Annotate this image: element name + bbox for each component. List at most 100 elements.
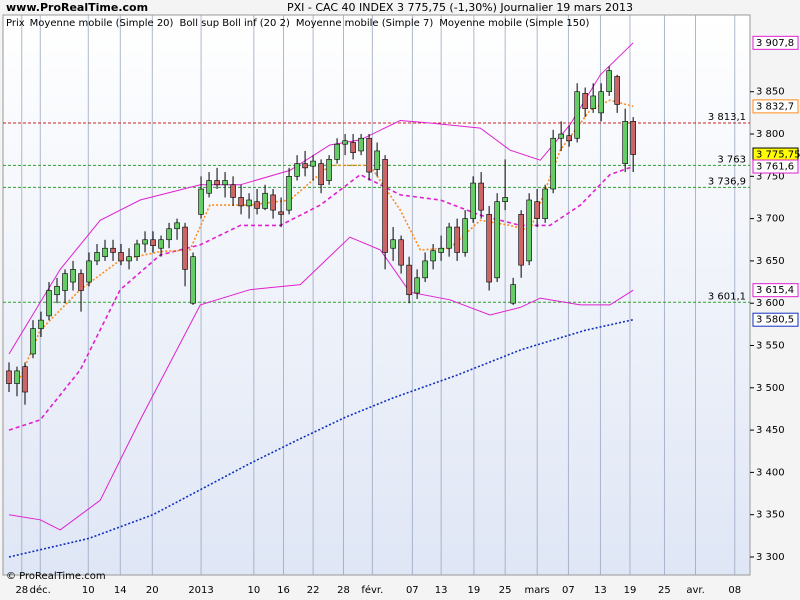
candle-body xyxy=(406,264,412,296)
axis-marker xyxy=(752,283,799,298)
candle-body xyxy=(142,239,148,245)
candle-body xyxy=(262,192,268,209)
candle-body xyxy=(350,142,356,153)
legend-entry: Prix xyxy=(6,18,25,29)
candle-body xyxy=(54,285,60,296)
x-tick-label: 20 xyxy=(146,585,159,596)
x-tick-label: 22 xyxy=(307,585,320,596)
y-tick-label: 3 800 xyxy=(756,129,785,140)
candle-body xyxy=(278,211,284,215)
x-tick-label: 19 xyxy=(624,585,637,596)
reference-label: 3 736,9 xyxy=(708,176,746,187)
candle-body xyxy=(430,250,436,262)
x-tick-label: 08 xyxy=(728,585,741,596)
candle-body xyxy=(542,188,548,219)
candle-body xyxy=(286,176,292,211)
candle-body xyxy=(510,284,516,304)
candle-body xyxy=(334,143,340,160)
axis-marker-label: 3 907,8 xyxy=(756,38,794,49)
candle-body xyxy=(78,273,84,291)
reference-label: 3 763 xyxy=(717,154,746,165)
plot-area xyxy=(2,14,751,576)
x-tick-label: 14 xyxy=(114,585,127,596)
x-tick-label: 28 xyxy=(337,585,350,596)
copyright: © ProRealTime.com xyxy=(6,571,106,582)
x-tick-label: mars xyxy=(525,585,550,596)
candle-body xyxy=(198,188,204,215)
candle-body xyxy=(182,226,188,270)
candle-body xyxy=(398,239,404,266)
x-tick-label: 07 xyxy=(562,585,575,596)
candle-body xyxy=(134,243,140,257)
candle-body xyxy=(38,319,44,329)
candle-body xyxy=(22,366,28,393)
candle-body xyxy=(190,256,196,304)
reference-label: 3 601,1 xyxy=(708,291,746,302)
indicator-line xyxy=(8,236,634,531)
candle-body xyxy=(534,201,540,219)
x-tick-label: 25 xyxy=(499,585,512,596)
candle-body xyxy=(294,163,300,177)
candle-body xyxy=(318,163,324,186)
candle-body xyxy=(630,121,636,155)
candle-body xyxy=(470,182,476,219)
candle-body xyxy=(222,180,228,186)
candle-body xyxy=(310,160,316,167)
legend-entry: Moyenne mobile (Simple 20) xyxy=(30,18,174,29)
candle-body xyxy=(326,159,332,181)
candle-body xyxy=(166,228,172,241)
site: www.ProRealTime.com xyxy=(6,1,148,14)
candle-body xyxy=(110,247,116,253)
axis-marker-label: 3 761,6 xyxy=(756,162,794,173)
indicator-line xyxy=(8,165,634,431)
candle-body xyxy=(422,260,428,279)
y-tick-label: 3 750 xyxy=(756,171,785,182)
legend-entry: Boll sup Boll inf (20 2) xyxy=(179,18,289,29)
candle-body xyxy=(6,370,12,384)
x-tick-label: 10 xyxy=(247,585,260,596)
candle-body xyxy=(590,95,596,109)
chart-title: PXI - CAC 40 INDEX 3 775,75 (-1,30%) Jou… xyxy=(287,1,633,14)
candle-body xyxy=(126,256,132,262)
candle-body xyxy=(566,135,572,142)
candle-body xyxy=(14,370,20,384)
candle-body xyxy=(414,277,420,294)
x-tick-label: 28 xyxy=(15,585,28,596)
legend-entry: Moyenne mobile (Simple 7) xyxy=(296,18,434,29)
candle-body xyxy=(614,76,620,105)
x-tick-label: 2013 xyxy=(188,585,213,596)
candle-body xyxy=(526,199,532,262)
x-tick-label: 10 xyxy=(82,585,95,596)
y-tick-label: 3 400 xyxy=(756,467,785,478)
candle-body xyxy=(150,239,156,246)
candle-body xyxy=(94,252,100,262)
indicator-line xyxy=(8,318,634,558)
x-tick-label: 07 xyxy=(406,585,419,596)
candle-body xyxy=(230,184,236,198)
y-tick-label: 3 450 xyxy=(756,425,785,436)
candle-body xyxy=(574,91,580,139)
y-tick-label: 3 300 xyxy=(756,552,785,563)
axis-marker xyxy=(752,99,799,114)
y-tick-label: 3 650 xyxy=(756,256,785,267)
candle-body xyxy=(238,197,244,207)
candle-body xyxy=(446,226,452,249)
indicator-line xyxy=(19,99,634,378)
candle-body xyxy=(158,239,164,249)
candle-body xyxy=(382,159,388,253)
candle-body xyxy=(518,214,524,266)
candle-body xyxy=(374,150,380,170)
candle-body xyxy=(118,252,124,262)
candle-body xyxy=(390,239,396,249)
axis-marker xyxy=(752,159,799,174)
candle-body xyxy=(254,201,260,209)
candle-body xyxy=(598,91,604,114)
x-tick-label: 13 xyxy=(435,585,448,596)
candle-body xyxy=(438,247,444,253)
candle-body xyxy=(102,247,108,257)
y-tick-label: 3 850 xyxy=(756,87,785,98)
axis-marker xyxy=(752,35,799,50)
x-tick-label: févr. xyxy=(361,584,383,596)
candle-body xyxy=(454,226,460,253)
